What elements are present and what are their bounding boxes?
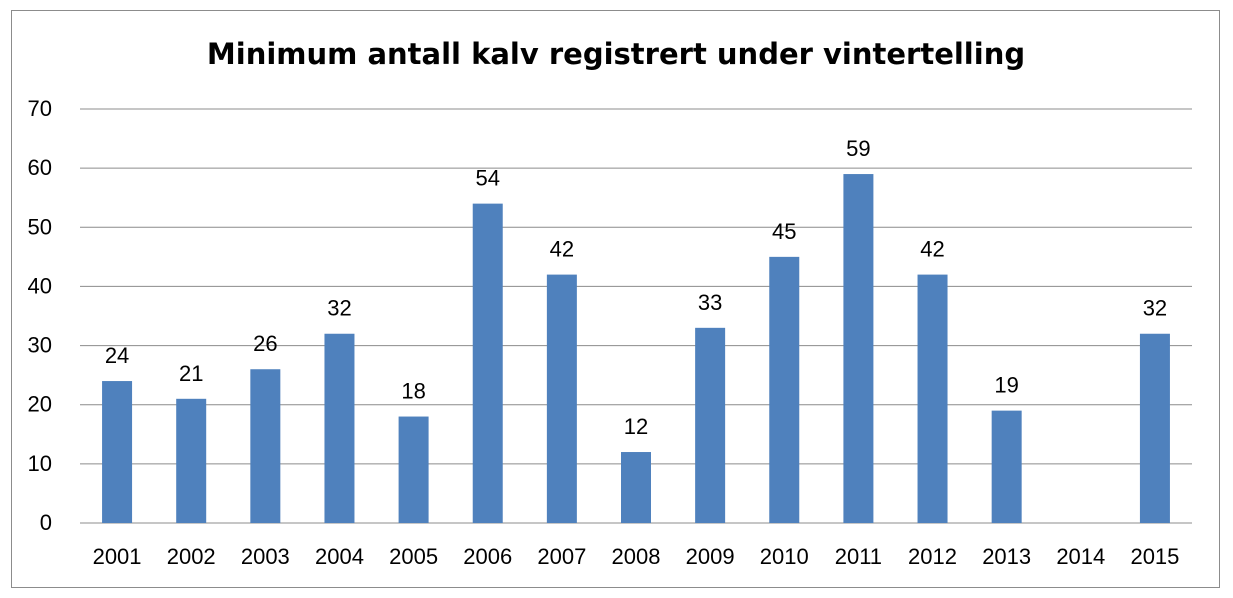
x-tick-label-2007: 2007 <box>537 544 586 569</box>
data-label-2013: 19 <box>994 373 1018 398</box>
data-labels: 24 21 26 32 18 54 42 12 33 45 59 42 19 32 <box>105 136 1167 439</box>
x-tick-label-2001: 2001 <box>93 544 142 569</box>
data-label-2010: 45 <box>772 219 796 244</box>
x-tick-label-2008: 2008 <box>612 544 661 569</box>
bar-2015 <box>1139 333 1170 523</box>
x-tick-label-2006: 2006 <box>463 544 512 569</box>
x-tick-label-2010: 2010 <box>760 544 809 569</box>
data-label-2001: 24 <box>105 343 129 368</box>
x-axis-ticks: 2001 2002 2003 2004 2005 2006 2007 2008 2009 2010… <box>93 544 1180 569</box>
bar-2001 <box>102 381 133 523</box>
data-label-2011: 59 <box>846 136 870 161</box>
bar-2007 <box>546 274 577 523</box>
bar-2004 <box>324 333 355 523</box>
chart-title: Minimum antall kalv registrert under vin… <box>207 37 1025 71</box>
x-tick-label-2002: 2002 <box>167 544 216 569</box>
bar-2013 <box>991 410 1022 523</box>
data-label-2002: 21 <box>179 361 203 386</box>
data-label-2012: 42 <box>920 237 944 262</box>
y-tick-label-10: 10 <box>28 451 52 476</box>
y-axis-ticks: 0 10 20 30 40 50 60 70 <box>28 96 52 535</box>
data-label-2003: 26 <box>253 331 277 356</box>
bar-2006 <box>472 203 503 523</box>
x-tick-label-2015: 2015 <box>1130 544 1179 569</box>
data-label-2004: 32 <box>327 296 351 321</box>
data-label-2009: 33 <box>698 290 722 315</box>
x-tick-label-2003: 2003 <box>241 544 290 569</box>
y-tick-label-30: 30 <box>28 333 52 358</box>
bar-2002 <box>176 398 207 523</box>
bar-2012 <box>917 274 948 523</box>
bar-2008 <box>621 452 651 523</box>
bar-2009 <box>695 327 726 523</box>
bar-2005 <box>398 416 429 523</box>
x-tick-label-2009: 2009 <box>686 544 735 569</box>
data-label-2005: 18 <box>401 379 425 404</box>
x-tick-label-2012: 2012 <box>908 544 957 569</box>
data-label-2008: 12 <box>624 414 648 439</box>
bars <box>102 174 1170 524</box>
x-tick-label-2014: 2014 <box>1056 544 1105 569</box>
bar-2011 <box>843 174 874 524</box>
x-tick-label-2013: 2013 <box>982 544 1031 569</box>
x-tick-label-2011: 2011 <box>835 544 882 569</box>
data-label-2007: 42 <box>550 237 574 262</box>
y-tick-label-40: 40 <box>28 273 52 298</box>
data-label-2006: 54 <box>475 166 499 191</box>
y-tick-label-50: 50 <box>28 214 52 239</box>
y-tick-label-20: 20 <box>28 392 52 417</box>
x-tick-label-2004: 2004 <box>315 544 364 569</box>
bar-2003 <box>250 369 281 523</box>
bar-2010 <box>769 256 800 523</box>
x-tick-label-2005: 2005 <box>389 544 438 569</box>
data-label-2015: 32 <box>1143 296 1167 321</box>
y-tick-label-0: 0 <box>40 510 52 535</box>
y-tick-label-60: 60 <box>28 155 52 180</box>
y-tick-label-70: 70 <box>28 96 52 121</box>
